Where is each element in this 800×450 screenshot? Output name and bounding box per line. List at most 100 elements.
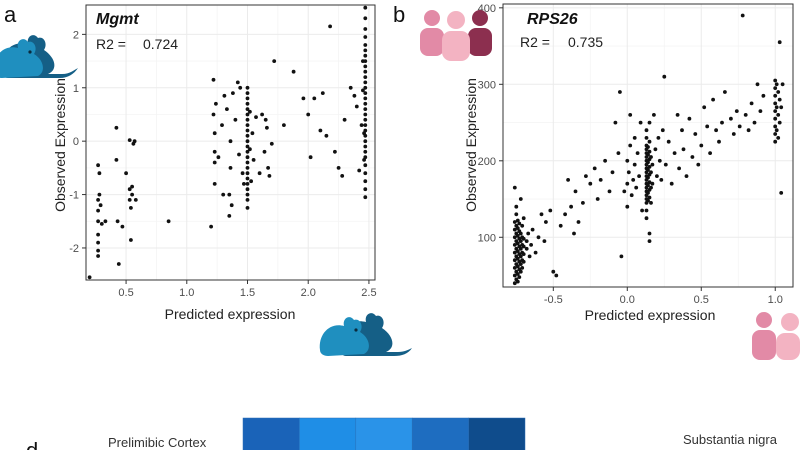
panel-letter-b: b: [393, 2, 405, 27]
data-point-mgmt: [228, 166, 233, 170]
data-point-mgmt: [301, 96, 306, 101]
data-point-mgmt: [324, 133, 329, 138]
data-point-rps26: [774, 128, 779, 133]
data-point-rps26: [717, 139, 721, 144]
data-point-mgmt: [96, 248, 100, 253]
data-point-mgmt: [245, 107, 250, 111]
data-point-mgmt: [363, 64, 368, 69]
mouse-icon: [0, 35, 79, 78]
data-point-rps26: [518, 197, 523, 201]
data-point-mgmt: [245, 133, 250, 138]
data-point-rps26: [544, 220, 548, 224]
data-point-rps26: [521, 216, 526, 221]
data-point-mgmt: [133, 198, 138, 202]
data-point-mgmt: [114, 125, 119, 130]
data-point-rps26: [512, 250, 517, 255]
data-point-mgmt: [363, 53, 368, 58]
data-point-mgmt: [227, 214, 232, 218]
heatmap-cell: [355, 417, 413, 450]
data-point-rps26: [647, 120, 652, 125]
data-point-rps26: [737, 124, 742, 129]
data-point-mgmt: [363, 107, 368, 111]
y-tick-label-rps26: 200: [478, 156, 496, 168]
x-tick-label-mgmt: 0.5: [118, 287, 133, 299]
data-point-mgmt: [245, 128, 250, 133]
data-point-rps26: [774, 105, 779, 110]
data-point-rps26: [777, 97, 782, 102]
human-icon: [420, 10, 492, 61]
data-point-mgmt: [363, 149, 368, 154]
data-point-mgmt: [328, 24, 332, 29]
data-point-rps26: [566, 178, 570, 182]
x-tick-label-mgmt: 1.0: [179, 287, 194, 299]
data-point-mgmt: [363, 16, 368, 21]
data-point-mgmt: [245, 149, 250, 154]
data-point-rps26: [773, 109, 778, 113]
data-point-mgmt: [291, 69, 296, 74]
data-point-mgmt: [130, 184, 135, 189]
data-point-rps26: [711, 97, 715, 102]
data-point-rps26: [650, 162, 655, 167]
data-point-mgmt: [363, 179, 368, 184]
data-point-rps26: [524, 239, 529, 244]
data-point-rps26: [637, 174, 641, 179]
x-axis-title-mgmt: Predicted expression: [165, 306, 296, 322]
data-point-mgmt: [363, 5, 368, 10]
x-axis-title-rps26: Predicted expression: [585, 307, 716, 323]
data-point-mgmt: [212, 131, 217, 136]
x-tick-label-rps26: 0.5: [694, 294, 709, 306]
human-icon-bottom: [752, 312, 800, 360]
data-point-mgmt: [245, 182, 250, 186]
data-point-mgmt: [99, 222, 104, 226]
data-point-mgmt: [363, 117, 368, 122]
data-point-rps26: [773, 139, 778, 144]
data-point-rps26: [631, 178, 636, 182]
data-point-rps26: [666, 139, 671, 144]
data-point-mgmt: [221, 192, 226, 197]
data-point-mgmt: [251, 158, 256, 162]
data-point-rps26: [777, 40, 782, 45]
data-point-rps26: [644, 128, 649, 133]
data-point-rps26: [680, 128, 684, 133]
data-point-mgmt: [357, 168, 362, 173]
plot-frame-mgmt: [85, 4, 376, 281]
data-point-rps26: [518, 269, 523, 274]
data-point-mgmt: [235, 80, 240, 85]
data-point-rps26: [779, 191, 784, 195]
data-point-rps26: [554, 273, 559, 278]
data-point-mgmt: [96, 254, 100, 258]
data-point-rps26: [780, 82, 785, 87]
data-point-rps26: [526, 231, 531, 236]
data-point-rps26: [518, 239, 523, 244]
data-point-mgmt: [354, 104, 359, 109]
data-point-rps26: [729, 116, 733, 121]
data-point-mgmt: [245, 192, 250, 197]
data-point-mgmt: [245, 117, 250, 122]
data-point-rps26: [588, 181, 593, 186]
data-point-rps26: [646, 191, 650, 195]
data-point-mgmt: [263, 117, 268, 122]
data-point-mgmt: [362, 158, 366, 162]
data-point-mgmt: [228, 139, 233, 144]
data-point-mgmt: [212, 182, 217, 186]
data-point-rps26: [515, 249, 520, 254]
data-point-mgmt: [240, 171, 245, 176]
data-point-mgmt: [237, 152, 241, 157]
data-point-mgmt: [266, 166, 270, 170]
data-point-rps26: [734, 109, 739, 113]
data-point-rps26: [598, 178, 603, 182]
data-point-rps26: [625, 204, 630, 209]
data-point-mgmt: [97, 171, 102, 176]
data-point-mgmt: [212, 160, 217, 165]
data-point-rps26: [520, 266, 525, 270]
data-point-mgmt: [214, 101, 218, 106]
data-point-mgmt: [336, 166, 341, 170]
data-point-rps26: [635, 151, 640, 156]
data-point-mgmt: [250, 131, 255, 136]
data-point-mgmt: [87, 275, 92, 280]
data-point-rps26: [619, 254, 624, 259]
data-point-mgmt: [212, 149, 217, 154]
y-tick-label-mgmt: -2: [69, 243, 79, 255]
data-point-rps26: [662, 74, 667, 79]
data-point-mgmt: [245, 112, 250, 117]
